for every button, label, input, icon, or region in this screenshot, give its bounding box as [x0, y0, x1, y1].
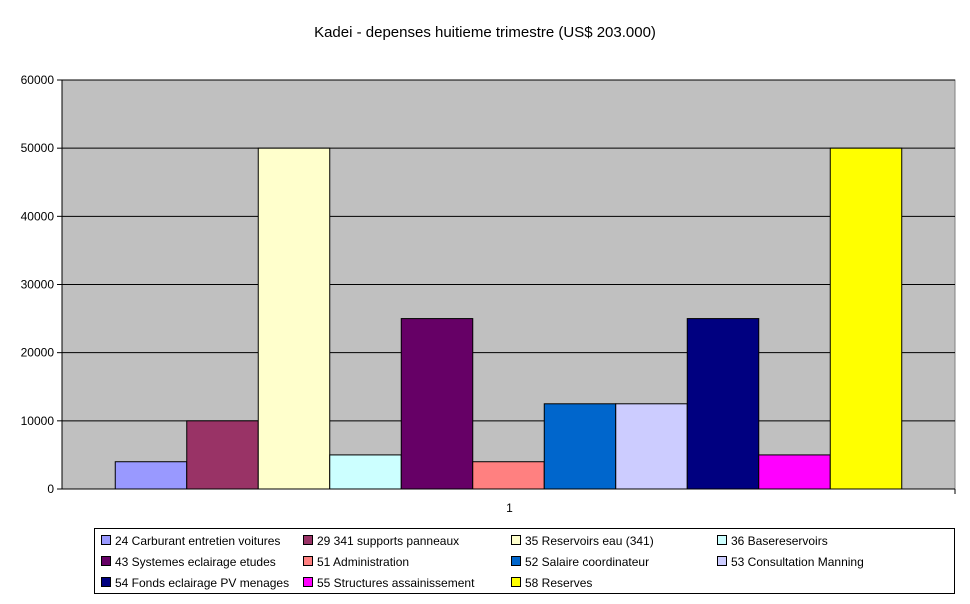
axes: 0 10000 20000 30000 40000 50000 60000 1: [21, 73, 956, 515]
y-tick-label: 50000: [21, 141, 55, 155]
y-tick-label: 20000: [21, 346, 55, 360]
legend-item: 55 Structures assainissement: [303, 576, 474, 590]
bar-series-11: [829, 147, 903, 490]
y-tick-label: 10000: [21, 414, 55, 428]
legend-label: 53 Consultation Manning: [731, 555, 864, 569]
bar-series-6: [472, 461, 545, 490]
bar-series-3: [257, 147, 331, 490]
legend: 24 Carburant entretien voitures 29 341 su…: [94, 528, 955, 594]
bars: [114, 147, 903, 490]
legend-swatch: [511, 535, 521, 545]
legend-swatch: [101, 577, 111, 587]
legend-swatch: [303, 577, 313, 587]
y-tick-label: 30000: [21, 278, 55, 292]
legend-item: 51 Administration: [303, 555, 409, 569]
legend-swatch: [303, 556, 313, 566]
legend-swatch: [303, 535, 313, 545]
legend-item: 24 Carburant entretien voitures: [101, 534, 280, 548]
legend-item: 54 Fonds eclairage PV menages: [101, 576, 289, 590]
legend-item: 53 Consultation Manning: [717, 555, 864, 569]
x-tick-label: 1: [506, 501, 513, 515]
y-tick-label: 0: [47, 482, 54, 496]
legend-label: 24 Carburant entretien voitures: [115, 534, 281, 548]
chart-title: Kadei - depenses huitieme trimestre (US$…: [314, 24, 656, 41]
legend-label: 54 Fonds eclairage PV menages: [115, 576, 290, 590]
legend-label: 29 341 supports panneaux: [317, 534, 460, 548]
legend-swatch: [101, 556, 111, 566]
bar-series-2: [186, 420, 259, 490]
legend-label: 35 Reservoirs eau (341): [525, 534, 654, 548]
legend-label: 58 Reserves: [525, 576, 593, 590]
legend-label: 51 Administration: [317, 555, 410, 569]
legend-item: 58 Reserves: [511, 576, 592, 590]
legend-swatch: [717, 556, 727, 566]
legend-swatch: [717, 535, 727, 545]
legend-item: 52 Salaire coordinateur: [511, 555, 649, 569]
legend-item: 35 Reservoirs eau (341): [511, 534, 654, 548]
y-tick-label: 60000: [21, 73, 55, 87]
legend-item: 36 Basereservoirs: [717, 534, 828, 548]
bar-series-5: [400, 318, 474, 490]
bar-series-8: [615, 403, 688, 490]
bar-series-4: [329, 454, 402, 490]
legend-swatch: [511, 577, 521, 587]
legend-swatch: [511, 556, 521, 566]
legend-swatch: [101, 535, 111, 545]
bar-series-1: [114, 461, 188, 490]
legend-label: 43 Systemes eclairage etudes: [115, 555, 276, 569]
legend-label: 36 Basereservoirs: [731, 534, 828, 548]
bar-series-10: [758, 454, 831, 490]
bar-series-7: [543, 403, 617, 490]
legend-item: 29 341 supports panneaux: [303, 534, 459, 548]
legend-label: 55 Structures assainissement: [317, 576, 475, 590]
legend-label: 52 Salaire coordinateur: [525, 555, 650, 569]
bar-series-9: [686, 318, 760, 490]
y-tick-label: 40000: [21, 209, 55, 223]
legend-item: 43 Systemes eclairage etudes: [101, 555, 276, 569]
